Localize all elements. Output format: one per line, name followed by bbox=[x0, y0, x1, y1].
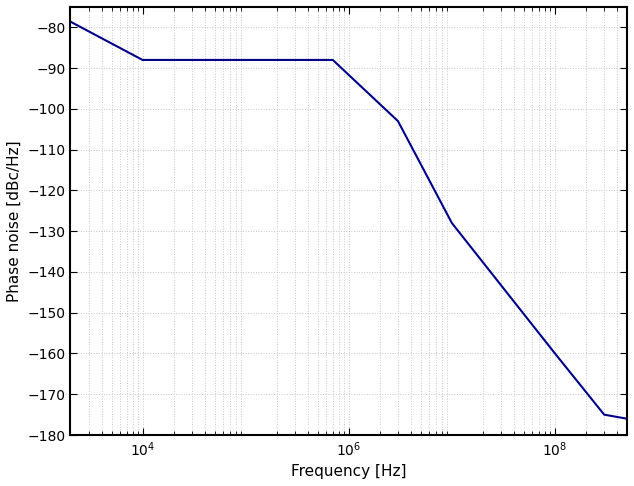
X-axis label: Frequency [Hz]: Frequency [Hz] bbox=[291, 464, 406, 479]
Y-axis label: Phase noise [dBc/Hz]: Phase noise [dBc/Hz] bbox=[7, 140, 22, 302]
